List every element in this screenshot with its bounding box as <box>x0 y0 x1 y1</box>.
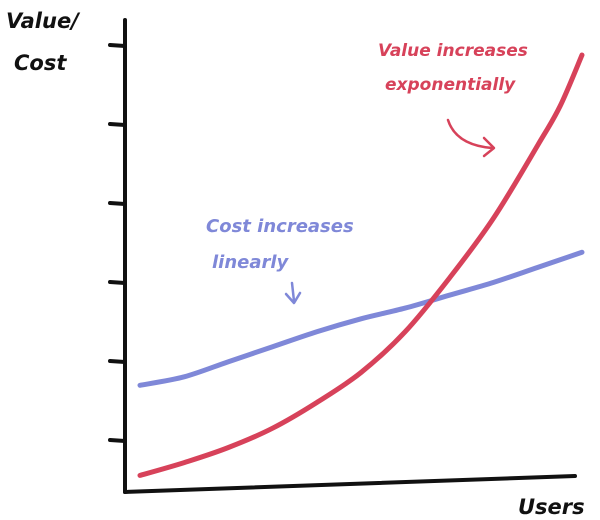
y-tick-mark <box>108 122 127 127</box>
series-group <box>137 52 585 478</box>
y-axis-title-line-2: Cost <box>14 51 67 75</box>
y-tick-marks <box>108 43 127 443</box>
y-tick-mark <box>108 280 127 285</box>
value-annotation-arrowhead <box>482 136 496 158</box>
x-axis-title: Users <box>518 495 585 519</box>
value-line <box>137 52 585 478</box>
value-annotation-line-2: exponentially <box>385 75 516 95</box>
y-axis-title-line-1: Value/ <box>6 9 81 33</box>
y-tick-mark <box>108 201 127 206</box>
cost-annotation-line-1: Cost increases <box>206 216 354 237</box>
cost-annotation-line-2: linearly <box>212 252 290 273</box>
text-labels: Value/ Cost Users Value increases expone… <box>6 9 585 519</box>
x-axis-line <box>123 474 577 494</box>
cost-annotation-arrowhead <box>284 291 302 305</box>
y-tick-mark <box>108 359 127 364</box>
annotation-arrows <box>284 118 496 305</box>
value-annotation-arrow <box>446 118 494 150</box>
axes-group <box>123 18 577 494</box>
cost-line <box>137 249 585 388</box>
cost-annotation-arrow <box>290 281 296 303</box>
y-tick-mark <box>108 43 127 48</box>
value-annotation-line-1: Value increases <box>378 41 528 61</box>
y-tick-mark <box>108 438 127 443</box>
